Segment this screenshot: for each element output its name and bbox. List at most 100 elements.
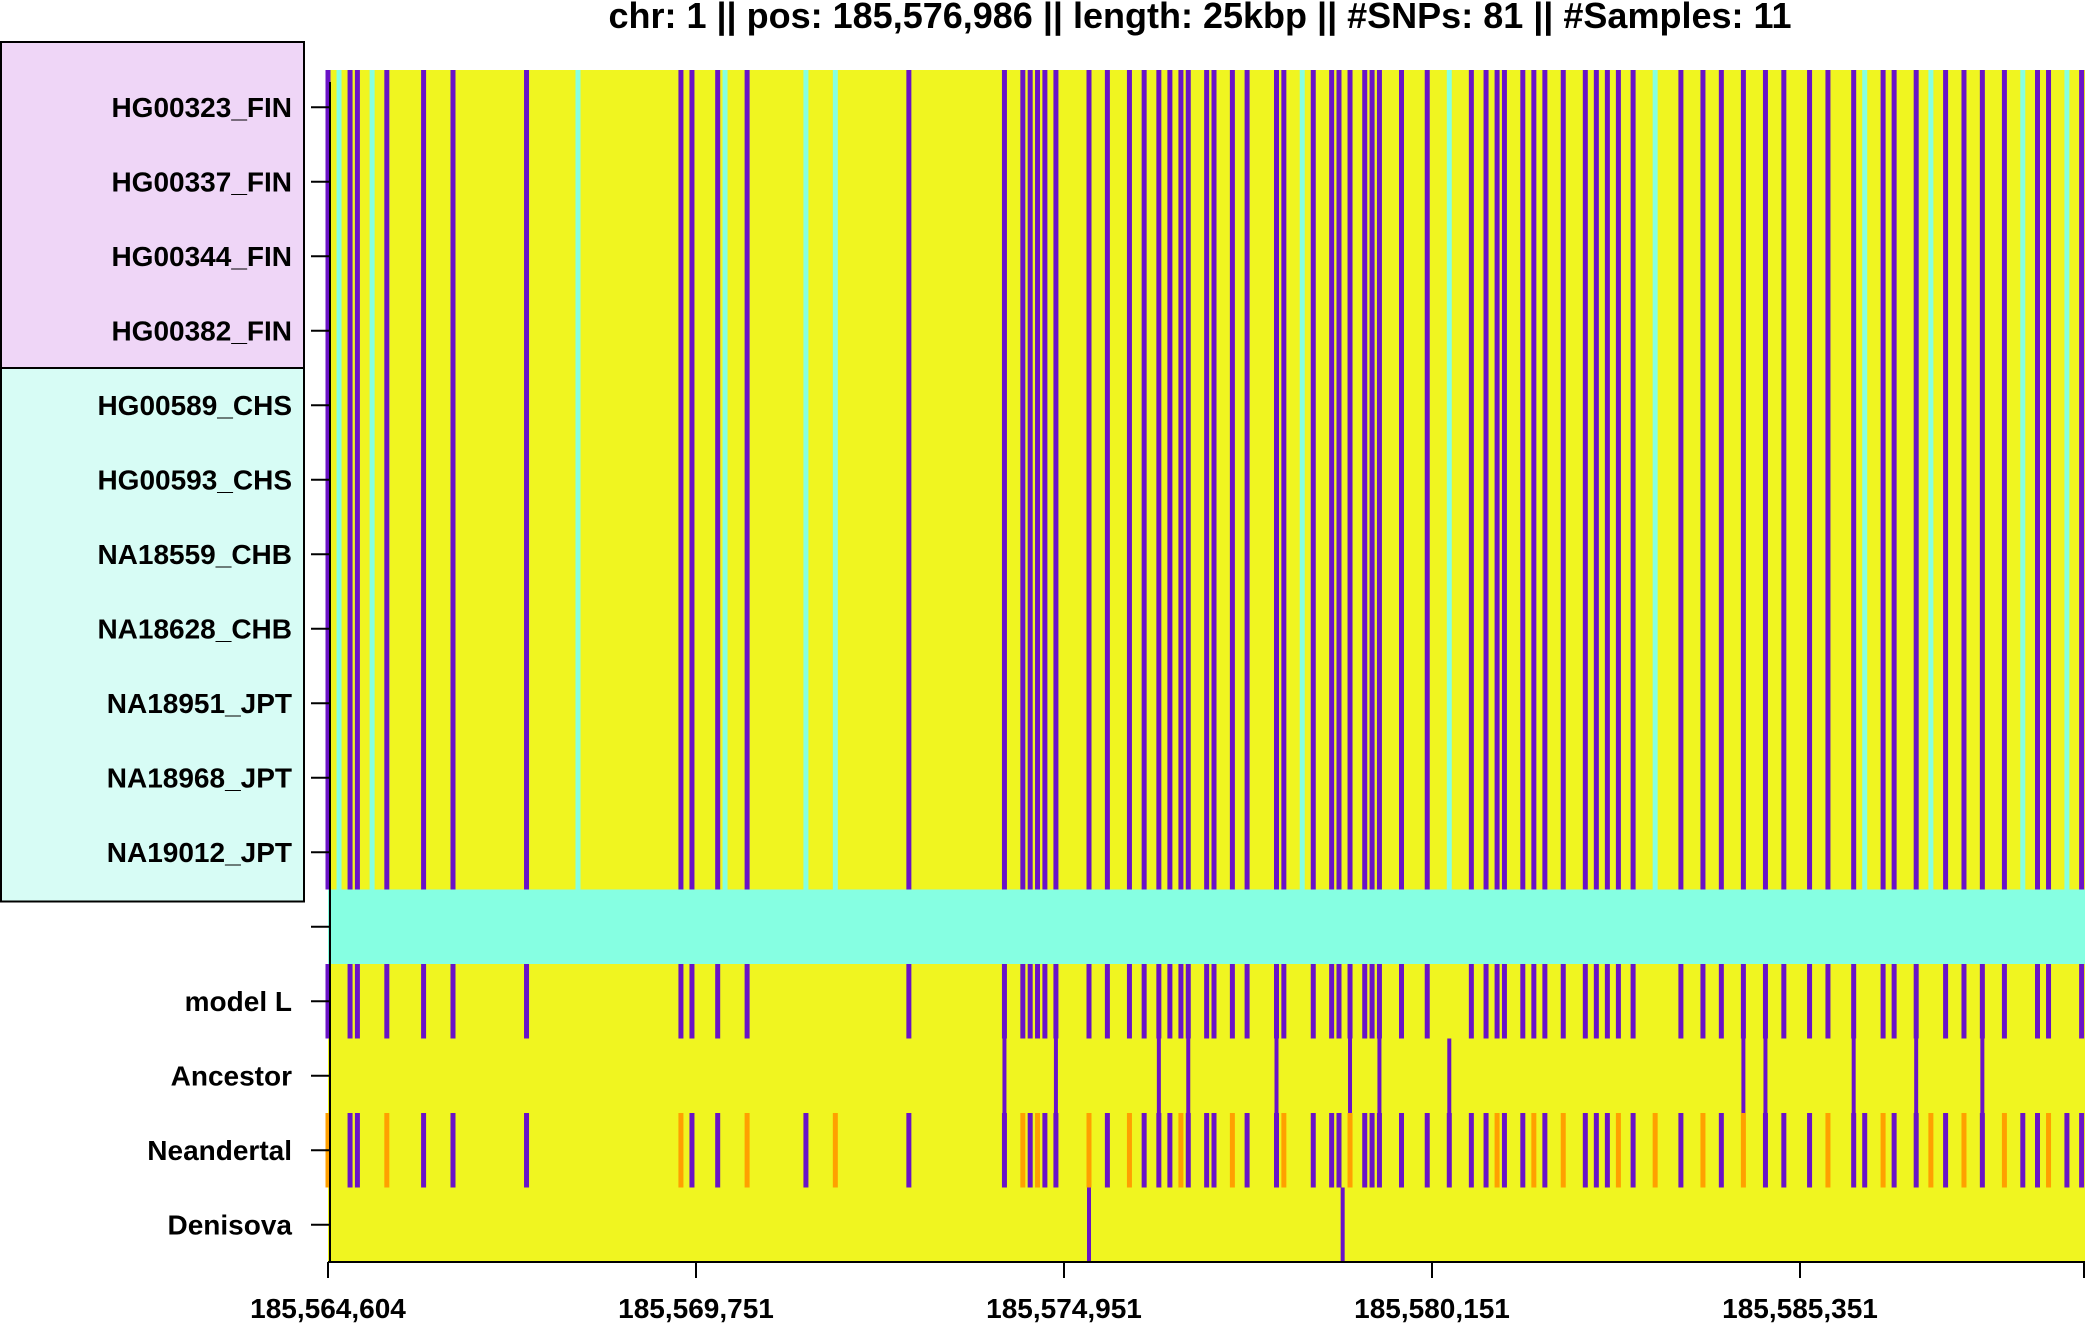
neandertal-snp-bar [524,1113,530,1188]
model-l-snp-bar [1718,964,1724,1039]
model-l-snp-bar [1781,964,1787,1039]
neandertal-snp-bar [1582,1113,1588,1188]
sample-derived-snp-bar [1376,70,1382,890]
row-label: HG00323_FIN [111,92,292,123]
row-label: NA18628_CHB [97,613,292,644]
neandertal-snp-bar [1027,1113,1033,1188]
sample-derived-snp-bar [1126,70,1132,890]
neandertal-snp-bar [1167,1113,1173,1188]
neandertal-snp-bar [1762,1113,1768,1188]
model-l-snp-bar [906,964,912,1039]
sample-derived-snp-bar [689,70,695,890]
model-l-snp-bar [1961,964,1967,1039]
row-labels: HG00323_FIN HG00337_FIN HG00344_FIN HG00382… [97,82,331,1262]
model-l-snp-bar [1531,964,1537,1039]
sample-derived-snp-bar [1630,70,1636,890]
sample-derived-snp-bar [1336,70,1342,890]
sample-derived-snp-bar [450,70,456,890]
neandertal-snp-bar [1961,1113,1967,1188]
model-l-snp-bar [1593,964,1599,1039]
sample-derived-snp-bar [1035,70,1041,890]
neandertal-snp-bar [1560,1113,1566,1188]
neandertal-snp-bar [1494,1113,1500,1188]
neandertal-snp-bar [354,1113,360,1188]
neandertal-snp-bar [744,1113,750,1188]
sample-derived-snp-bar [2035,70,2041,890]
sample-derived-snp-bar [1086,70,1092,890]
sample-derived-snp-bar [1700,70,1706,890]
model-l-snp-bar [1943,964,1949,1039]
sample-derived-snp-bar [1494,70,1500,890]
sample-derived-snp-bar [1104,70,1110,890]
model-l-snp-bar [1244,964,1250,1039]
neandertal-snp-bar [1035,1113,1041,1188]
model-l-snp-bar [2001,964,2007,1039]
model-l-snp-bar [1615,964,1621,1039]
sample-derived-snp-bar [1961,70,1967,890]
neandertal-snp-bar [2064,1113,2070,1188]
model-l-snp-bar [1501,964,1507,1039]
sample-derived-snp-bar [1593,70,1599,890]
neandertal-snp-bar [1851,1113,1857,1188]
neandertal-snp-bar [1244,1113,1250,1188]
neandertal-snp-bar [1913,1113,1919,1188]
sample-specific-snp-bar [722,70,728,890]
sample-derived-snp-bar [678,70,684,890]
sample-derived-snp-bar [1740,70,1746,890]
sample-derived-snp-bar [1027,70,1033,890]
neandertal-snp-bar [1807,1113,1813,1188]
neandertal-snp-bar [450,1113,456,1188]
model-l-snp-bar [1178,964,1184,1039]
sample-derived-snp-bar [1229,70,1235,890]
neandertal-snp-bar [1862,1113,1868,1188]
sample-derived-snp-bar [1880,70,1886,890]
model-l-snp-bar [1362,964,1368,1039]
neandertal-snp-bar [1362,1113,1368,1188]
row-label: HG00382_FIN [111,315,292,346]
sample-derived-snp-bar [1167,70,1173,890]
ancestor-snp-bar [1447,1038,1452,1113]
model-l-snp-bar [1678,964,1684,1039]
x-tick-label: 185,574,951 [986,1293,1142,1324]
sample-derived-snp-bar [1468,70,1474,890]
model-l-snp-bar [1273,964,1279,1039]
neandertal-snp-bar [1979,1113,1985,1188]
model-l-snp-bar [450,964,456,1039]
ancestor-snp-bar [1914,1038,1919,1113]
sample-derived-snp-bar [1501,70,1507,890]
model-l-snp-bar [678,964,684,1039]
neandertal-snp-bar [1943,1113,1949,1188]
sample-derived-snp-bar [744,70,750,890]
model-l-snp-bar [689,964,695,1039]
row-label: NA18968_JPT [107,762,292,793]
neandertal-snp-bar [1501,1113,1507,1188]
neandertal-snp-bar [1376,1113,1382,1188]
model-l-snp-bar [1126,964,1132,1039]
model-l-snp-bar [1582,964,1588,1039]
neandertal-snp-bar [1700,1113,1706,1188]
neandertal-snp-bar [1281,1113,1287,1188]
model-l-snp-bar [1630,964,1636,1039]
sample-derived-snp-bar [1424,70,1430,890]
neandertal-snp-bar [1483,1113,1489,1188]
x-axis: 185,564,604 185,569,751 185,574,951 185,580… [250,1261,2085,1324]
sample-derived-snp-bar [2079,70,2085,890]
separator-band [328,889,2085,964]
neandertal-snp-bar [1531,1113,1537,1188]
neandertal-snp-bar [2046,1113,2052,1188]
model-l-snp-bar [1913,964,1919,1039]
model-l-snp-bar [1494,964,1500,1039]
neandertal-snp-bar [1593,1113,1599,1188]
neandertal-snp-bar [421,1113,427,1188]
sample-derived-snp-bar [1762,70,1768,890]
sample-derived-snp-bar [1001,70,1007,890]
neandertal-snp-bar [1053,1113,1059,1188]
sample-specific-snp-bar [2020,70,2026,890]
sample-derived-snp-bar [1211,70,1217,890]
ancestor-snp-bar [1980,1038,1985,1113]
neandertal-snp-bar [1781,1113,1787,1188]
sample-derived-snp-bar [1178,70,1184,890]
neandertal-snp-bar [1229,1113,1235,1188]
model-l-snp-bar [1185,964,1191,1039]
ancestor-snp-bar [1348,1038,1353,1113]
